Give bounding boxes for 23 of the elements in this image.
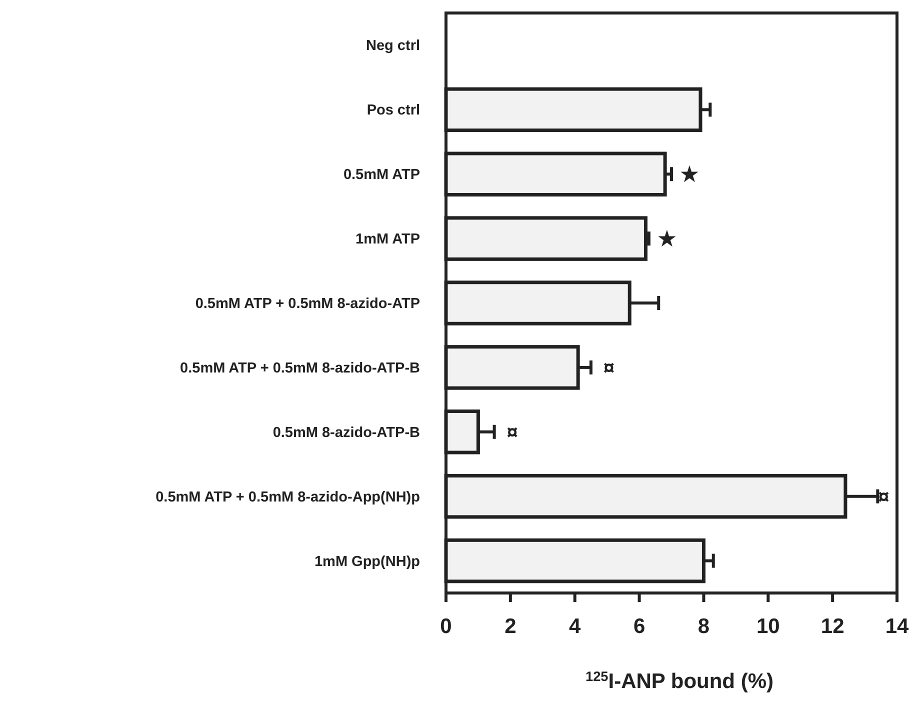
annotation: ¤: [506, 422, 518, 444]
x-tick-label: 10: [756, 615, 780, 638]
y-tick-label: 0.5mM ATP + 0.5mM 8-azido-ATP-B: [180, 360, 420, 376]
x-tick-label: 0: [440, 615, 452, 638]
y-tick-label: Neg ctrl: [366, 38, 420, 54]
annotation: ★: [658, 228, 676, 251]
y-tick-label: 0.5mM ATP + 0.5mM 8-azido-App(NH)p: [156, 489, 420, 506]
annotation: ★: [680, 164, 698, 186]
x-axis-title: $^{125}$I-ANP bound (%): [585, 668, 774, 693]
y-tick-label: 0.5mM 8-azido-ATP-B: [272, 424, 420, 441]
x-tick-label: 12: [820, 615, 844, 638]
annotation: ¤: [603, 357, 615, 380]
x-tick-label: 14: [885, 615, 909, 638]
x-tick-label: 2: [504, 615, 516, 638]
y-tick-label: 0.5mM ATP: [343, 167, 420, 184]
y-tick-label: 1mM ATP: [356, 232, 420, 248]
y-tick-label: 0.5mM ATP + 0.5mM 8-azido-ATP: [195, 296, 420, 312]
y-tick-label: Pos ctrl: [366, 102, 420, 119]
x-tick-label: 4: [569, 615, 582, 638]
x-tick-label: 8: [698, 615, 710, 638]
x-tick-label: 6: [633, 615, 646, 638]
annotation: ¤: [878, 486, 890, 508]
y-tick-label: 1mM Gpp(NH)p: [314, 554, 420, 570]
